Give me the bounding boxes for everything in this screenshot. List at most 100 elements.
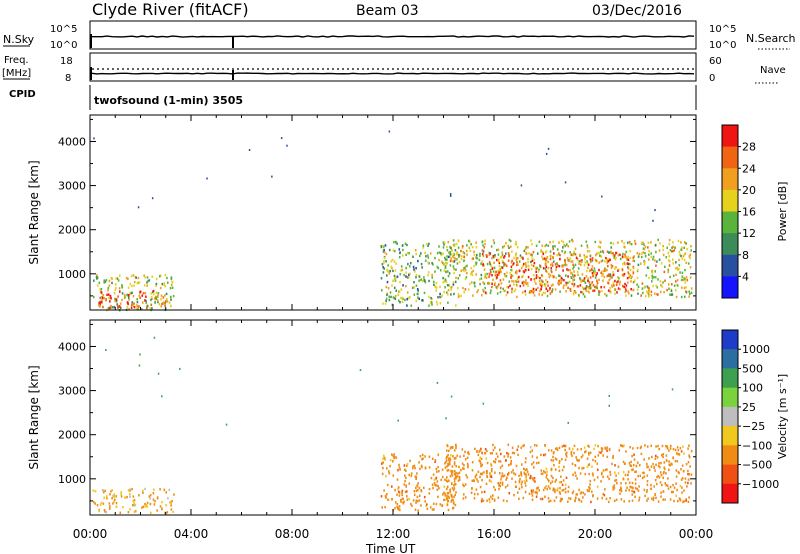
velocity-cell xyxy=(108,507,111,510)
power-cell xyxy=(431,273,433,277)
colorbar-tick-label: 24 xyxy=(742,162,756,175)
velocity-cell xyxy=(500,475,503,478)
velocity-cell xyxy=(665,472,667,475)
velocity-cell xyxy=(449,489,451,492)
power-cell xyxy=(647,258,650,261)
power-cell xyxy=(106,293,108,296)
velocity-cell xyxy=(652,498,655,502)
velocity-cell xyxy=(105,511,108,514)
velocity-cell xyxy=(539,497,542,501)
power-cell xyxy=(598,290,601,293)
velocity-cell xyxy=(660,461,662,465)
velocity-cell xyxy=(473,479,475,482)
velocity-cell xyxy=(415,489,418,493)
noise-left-tick-bottom: 10^0 xyxy=(50,40,77,51)
power-cell xyxy=(561,265,564,268)
power-cell xyxy=(610,251,613,255)
velocity-cell xyxy=(584,472,587,476)
power-cell xyxy=(453,271,455,275)
power-cell xyxy=(473,282,476,285)
velocity-cell xyxy=(636,446,639,450)
velocity-cell xyxy=(586,465,589,469)
velocity-cell xyxy=(106,497,108,500)
power-cell xyxy=(431,297,433,301)
colorbar-tick-label: 100 xyxy=(742,382,763,395)
velocity-cell xyxy=(449,447,452,450)
velocity-cell xyxy=(622,460,625,464)
power-cell xyxy=(627,271,630,274)
power-cell xyxy=(519,284,522,288)
velocity-cell xyxy=(405,485,408,488)
power-cell xyxy=(596,279,598,282)
velocity-cell xyxy=(453,469,456,473)
power-region-4 xyxy=(481,251,635,294)
power-cell xyxy=(495,270,497,273)
velocity-cell xyxy=(654,493,656,496)
velocity-cell xyxy=(492,448,495,452)
velocity-cell xyxy=(650,444,652,447)
power-cell xyxy=(383,267,385,270)
power-cell xyxy=(484,291,487,294)
power-cell xyxy=(144,291,147,295)
velocity-cell xyxy=(483,471,485,474)
velocity-cell xyxy=(432,502,435,505)
velocity-cell xyxy=(665,459,668,463)
power-cell xyxy=(563,244,565,247)
velocity-cell xyxy=(102,489,104,492)
power-cell xyxy=(383,256,386,260)
power-cell xyxy=(625,294,627,297)
velocity-cell xyxy=(550,468,553,471)
power-cell xyxy=(439,302,442,305)
power-cell xyxy=(544,284,547,288)
power-cell xyxy=(452,239,455,242)
velocity-cell xyxy=(447,500,449,503)
power-cell xyxy=(623,242,625,245)
power-cell xyxy=(629,241,631,244)
freq-label: Freq. xyxy=(4,55,29,66)
velocity-cell xyxy=(520,472,522,476)
velocity-cell xyxy=(583,446,586,449)
velocity-cell xyxy=(493,460,495,463)
velocity-cell xyxy=(607,500,610,504)
velocity-cell xyxy=(398,463,400,467)
velocity-cell xyxy=(651,497,653,500)
velocity-cell xyxy=(592,474,594,477)
power-cell xyxy=(157,295,159,299)
power-cell xyxy=(437,296,439,299)
velocity-cell xyxy=(658,476,661,479)
power-cell xyxy=(455,304,457,307)
power-cell xyxy=(599,246,601,249)
power-cell xyxy=(577,285,580,288)
velocity-cell xyxy=(446,503,449,507)
velocity-cell xyxy=(545,476,548,479)
power-cell xyxy=(547,244,550,247)
power-cell xyxy=(670,293,672,296)
power-cell xyxy=(675,273,677,276)
power-cell xyxy=(410,304,413,307)
velocity-cell xyxy=(533,466,535,469)
power-cell xyxy=(524,251,527,254)
power-cell xyxy=(668,255,670,258)
power-cell xyxy=(460,269,462,272)
velocity-cell xyxy=(662,476,664,479)
velocity-cell xyxy=(565,476,568,479)
power-cell xyxy=(414,249,417,252)
power-cell xyxy=(442,252,444,256)
velocity-cell xyxy=(406,462,409,466)
power-cell xyxy=(606,275,608,278)
velocity-cell xyxy=(522,444,524,448)
velocity-cell xyxy=(666,446,669,449)
velocity-cell xyxy=(479,472,482,476)
velocity-cell xyxy=(389,459,392,462)
velocity-cell xyxy=(463,493,465,496)
power-cell xyxy=(421,299,423,302)
velocity-cell xyxy=(550,474,553,478)
power-cell xyxy=(515,252,517,255)
velocity-cell xyxy=(564,487,567,490)
power-cell xyxy=(434,285,436,288)
power-cell xyxy=(144,276,146,279)
power-cell xyxy=(567,259,570,262)
power-cell xyxy=(506,271,508,274)
